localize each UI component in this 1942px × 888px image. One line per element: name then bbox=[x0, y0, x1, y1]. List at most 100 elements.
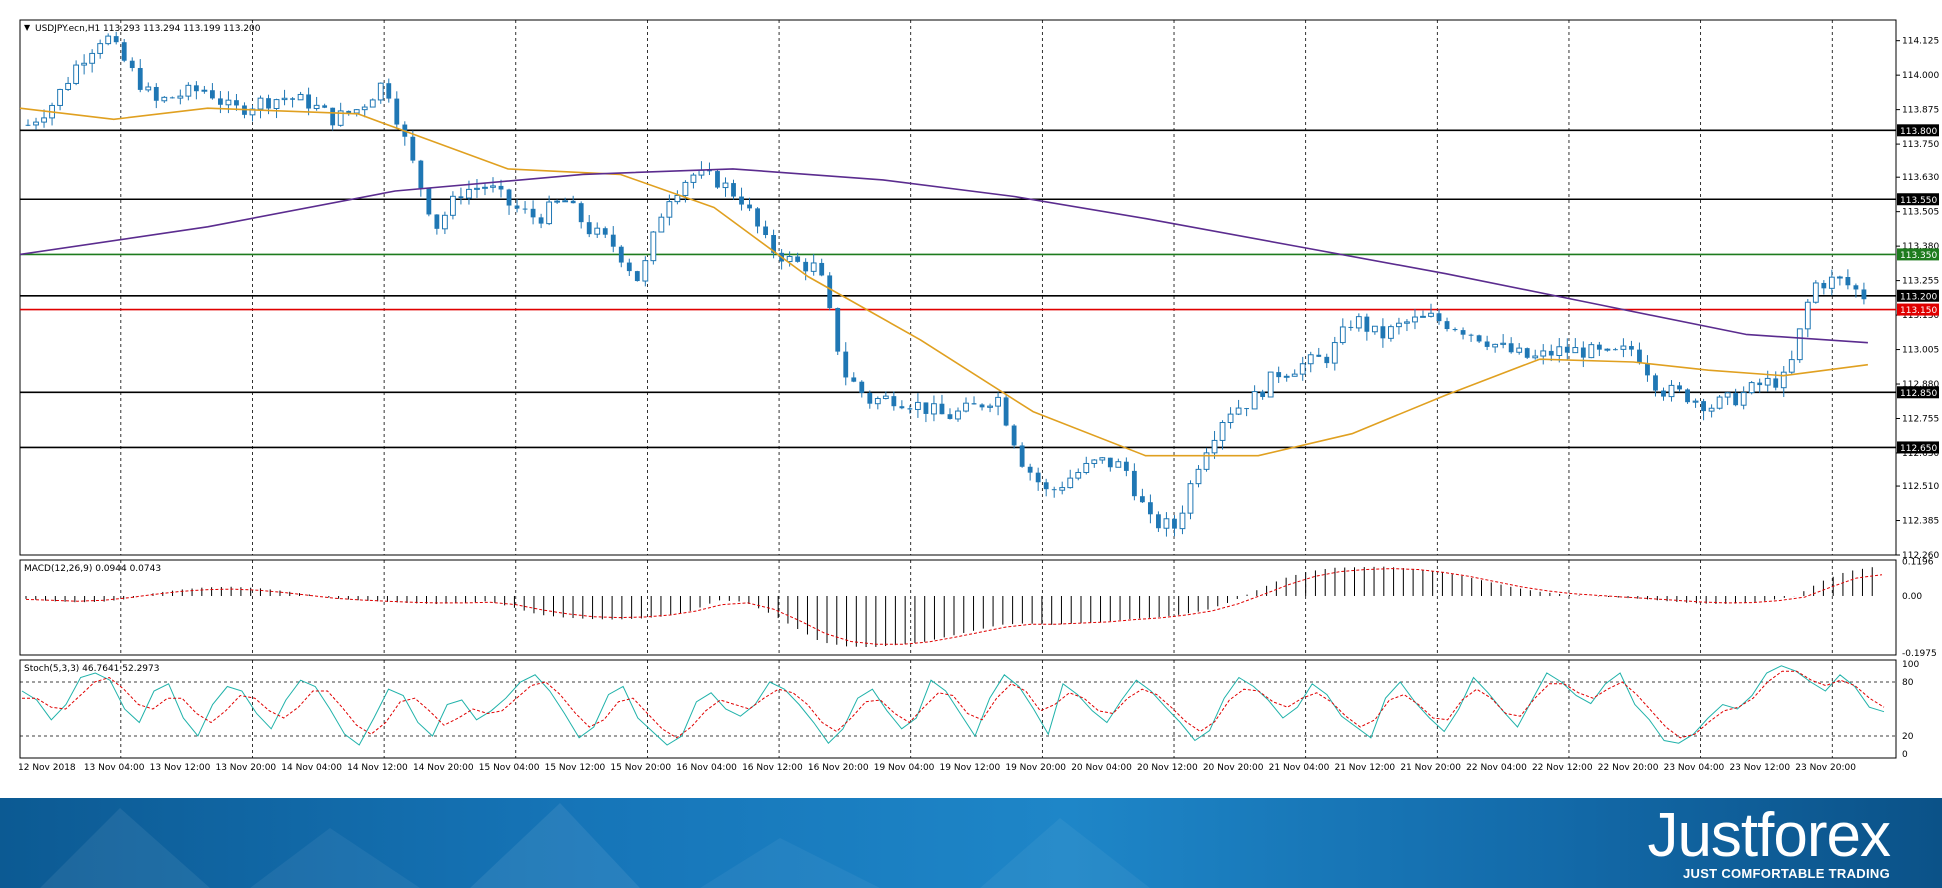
candle bbox=[1629, 340, 1634, 357]
candle bbox=[1645, 355, 1650, 382]
candle bbox=[658, 213, 665, 233]
candle bbox=[1011, 424, 1017, 449]
stoch-label: Stoch(5,3,3) 46.7641 52.2973 bbox=[24, 664, 159, 674]
candle-body-down bbox=[1011, 425, 1017, 446]
candle-body-up bbox=[466, 188, 472, 199]
candle-body-up bbox=[650, 231, 657, 262]
candle bbox=[322, 103, 328, 109]
candle-body-down bbox=[266, 98, 271, 109]
candle bbox=[193, 81, 199, 100]
level-tag-bg bbox=[1897, 303, 1939, 316]
candle-body-down bbox=[979, 404, 985, 408]
candle bbox=[1412, 308, 1418, 330]
candle bbox=[1083, 456, 1090, 475]
candle bbox=[666, 194, 673, 226]
candle-body-down bbox=[851, 377, 857, 382]
candle-body-down bbox=[306, 94, 312, 109]
candle bbox=[201, 85, 208, 94]
candle bbox=[65, 76, 71, 91]
candle-body-up bbox=[690, 174, 697, 183]
candle bbox=[1043, 478, 1049, 497]
candle bbox=[1163, 512, 1170, 537]
candle bbox=[1428, 303, 1434, 318]
candle-body-down bbox=[1123, 461, 1129, 471]
candle-body-down bbox=[1364, 316, 1370, 332]
candle bbox=[859, 380, 865, 398]
brand-logo: Justforex JUST COMFORTABLE TRADING bbox=[1647, 804, 1891, 882]
candle bbox=[819, 258, 825, 277]
candle-body-down bbox=[1645, 362, 1650, 376]
candle bbox=[394, 91, 400, 129]
candle-body-up bbox=[73, 64, 80, 84]
candle bbox=[1828, 269, 1835, 296]
candle bbox=[923, 402, 929, 423]
level-tag: 113.550 bbox=[1897, 193, 1939, 206]
candle-body-down bbox=[1107, 457, 1113, 468]
candle bbox=[1692, 398, 1699, 408]
candle-body-down bbox=[1276, 372, 1282, 378]
candle-body-up bbox=[562, 200, 569, 203]
stoch-main-line bbox=[21, 665, 1885, 746]
candle-body-up bbox=[1059, 487, 1066, 491]
candle-body-up bbox=[1099, 457, 1106, 461]
x-tick-label: 21 Nov 04:00 bbox=[1269, 763, 1330, 773]
x-tick-label: 14 Nov 04:00 bbox=[281, 763, 342, 773]
candle-body-up bbox=[1075, 471, 1082, 479]
x-tick-label: 23 Nov 12:00 bbox=[1729, 763, 1790, 773]
candle bbox=[1588, 342, 1595, 359]
candle bbox=[1211, 430, 1218, 459]
candle-body-up bbox=[249, 108, 256, 116]
candle bbox=[1219, 420, 1226, 450]
candle-body-down bbox=[1524, 348, 1530, 358]
candle-body-up bbox=[1291, 373, 1298, 377]
candle-body-down bbox=[707, 170, 712, 172]
candle-body-up bbox=[1572, 347, 1579, 354]
candle-body-up bbox=[1355, 316, 1362, 329]
candle-body-up bbox=[1404, 321, 1410, 324]
y-tick-label: 113.255 bbox=[1902, 277, 1939, 287]
candle bbox=[249, 105, 256, 122]
candle-body-up bbox=[201, 89, 208, 92]
candle bbox=[642, 256, 649, 287]
candle-body-down bbox=[634, 271, 640, 282]
candle bbox=[1484, 335, 1490, 351]
candle-body-up bbox=[1211, 439, 1218, 454]
candle-body-up bbox=[1724, 392, 1731, 398]
candle bbox=[722, 177, 729, 197]
candle-body-up bbox=[1668, 384, 1675, 398]
candle bbox=[1107, 457, 1113, 472]
candle-body-down bbox=[739, 196, 744, 205]
candle-body-down bbox=[1380, 326, 1386, 339]
candle-body-up bbox=[1428, 312, 1434, 317]
level-tag-bg bbox=[1897, 248, 1939, 261]
candle-body-up bbox=[1163, 518, 1170, 529]
candle bbox=[971, 396, 977, 405]
candle bbox=[610, 226, 616, 253]
candle-body-down bbox=[1637, 349, 1642, 363]
candle-body-up bbox=[1371, 325, 1378, 333]
x-tick-label: 20 Nov 20:00 bbox=[1203, 763, 1264, 773]
candle-body-up bbox=[1836, 276, 1843, 279]
candle bbox=[49, 102, 55, 126]
candle bbox=[771, 229, 777, 259]
candle-body-down bbox=[322, 105, 328, 108]
candle bbox=[1596, 341, 1602, 357]
candle bbox=[1716, 394, 1723, 410]
x-tick-label: 22 Nov 12:00 bbox=[1532, 763, 1593, 773]
candle-body-up bbox=[666, 201, 673, 218]
candle bbox=[707, 162, 712, 176]
level-tag: 113.350 bbox=[1897, 248, 1939, 261]
candle bbox=[1227, 407, 1234, 429]
candle bbox=[554, 199, 561, 204]
candle-body-down bbox=[1027, 466, 1033, 473]
candle-body-down bbox=[1131, 470, 1137, 497]
level-tag-bg bbox=[1897, 386, 1939, 399]
candle bbox=[1812, 280, 1819, 304]
candle-body-up bbox=[281, 97, 288, 101]
candle bbox=[1468, 333, 1474, 342]
candle-body-down bbox=[1476, 335, 1482, 342]
candle bbox=[1003, 393, 1009, 427]
candle-body-down bbox=[25, 124, 31, 126]
candle bbox=[1139, 488, 1145, 504]
candle-body-up bbox=[1420, 315, 1426, 318]
